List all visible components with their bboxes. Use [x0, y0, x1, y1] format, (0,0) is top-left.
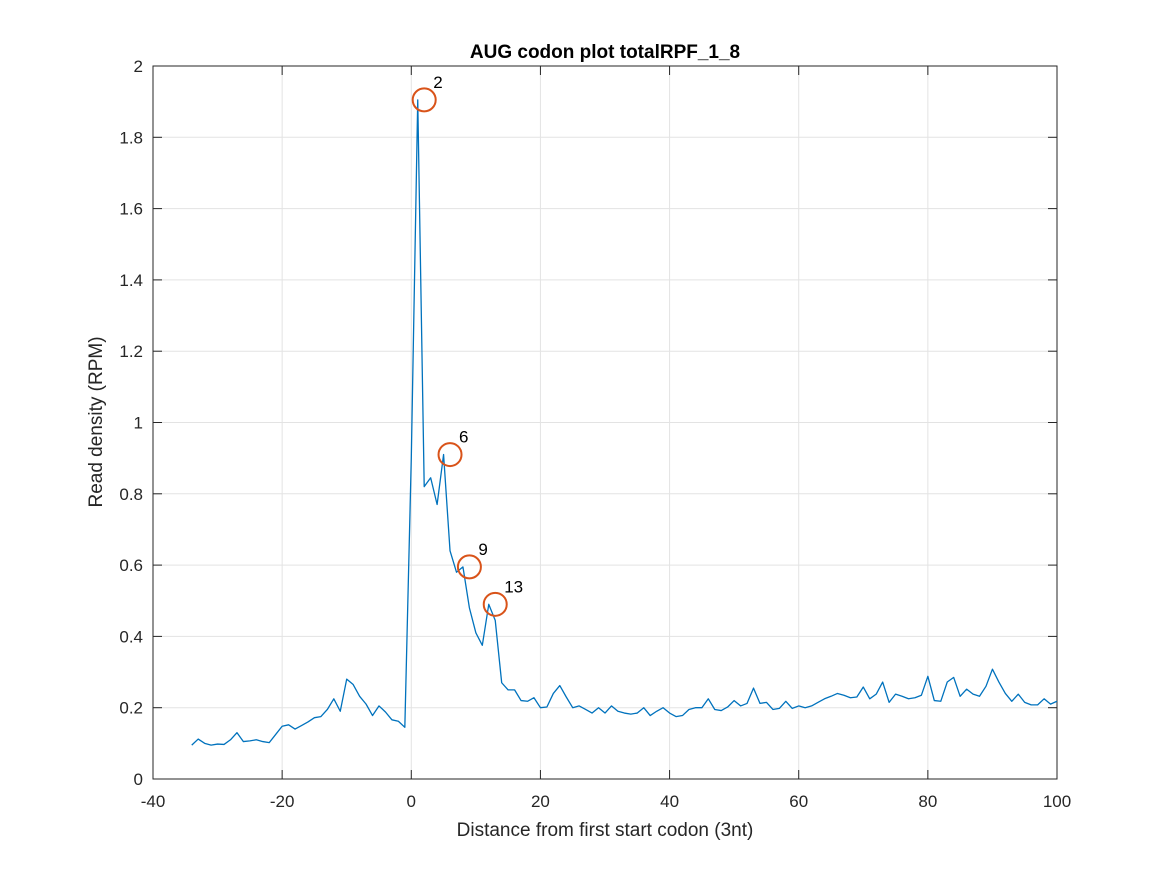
y-tick-label: 1.2	[119, 342, 143, 361]
y-tick-label: 1.8	[119, 128, 143, 147]
peak-markers	[411, 87, 508, 617]
x-tick-label: -20	[270, 792, 295, 811]
y-axis-title: Read density (RPM)	[86, 336, 107, 507]
axes	[152, 65, 1058, 780]
y-tick-labels: 0 0.2 0.4 0.6 0.8 1 1.2 1.4 1.6 1.8 2	[119, 57, 143, 789]
peak-marker	[482, 591, 508, 617]
x-tick-label: 40	[660, 792, 679, 811]
series	[191, 99, 1058, 746]
x-tick-label: 80	[918, 792, 937, 811]
y-tick-label: 0.4	[119, 627, 143, 646]
x-tick-labels: -40 -20 0 20 40 60 80 100	[141, 792, 1071, 811]
y-tick-label: 2	[134, 57, 143, 76]
x-axis-title: Distance from first start codon (3nt)	[457, 820, 754, 841]
y-tick-label: 1.4	[119, 271, 143, 290]
peak-label: 13	[504, 577, 523, 596]
y-tick-label: 0.6	[119, 556, 143, 575]
peak-label: 2	[433, 73, 442, 92]
y-tick-label: 1.6	[119, 200, 143, 219]
x-tick-label: 0	[407, 792, 416, 811]
peak-label: 9	[478, 540, 487, 559]
peak-marker	[437, 442, 463, 468]
x-tick-label: 100	[1043, 792, 1071, 811]
peak-label: 6	[459, 428, 468, 447]
y-tick-label: 0.2	[119, 699, 143, 718]
chart-title: AUG codon plot totalRPF_1_8	[470, 42, 740, 63]
y-tick-label: 0.8	[119, 485, 143, 504]
series-line	[191, 99, 1058, 746]
peak-labels: 2 6 9 13	[433, 73, 523, 596]
peak-marker	[411, 87, 437, 113]
peak-marker	[456, 554, 482, 580]
y-tick-label: 0	[134, 770, 143, 789]
x-tick-label: 60	[789, 792, 808, 811]
x-tick-label: -40	[141, 792, 166, 811]
x-tick-label: 20	[531, 792, 550, 811]
y-tick-label: 1	[134, 414, 143, 433]
